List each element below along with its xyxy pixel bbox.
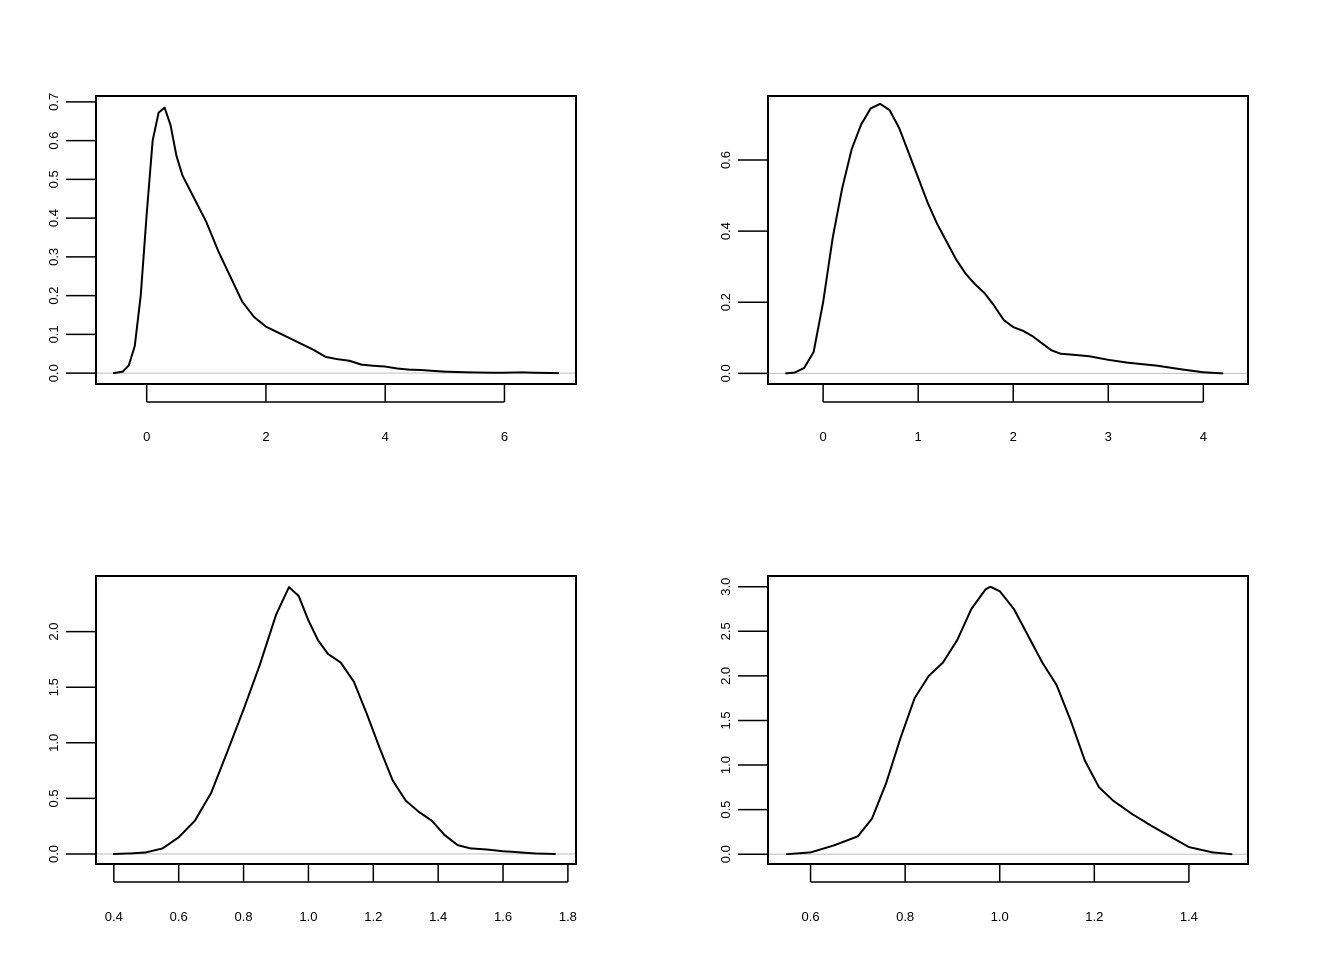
y-tick-label: 1.0 bbox=[718, 756, 733, 774]
y-tick-label: 0.2 bbox=[718, 293, 733, 311]
y-tick-label: 0.5 bbox=[718, 801, 733, 819]
y-tick-label: 0.0 bbox=[46, 845, 61, 863]
x-tick-label: 1.4 bbox=[429, 909, 447, 924]
y-tick-label: 2.0 bbox=[718, 667, 733, 685]
x-tick-label: 3 bbox=[1105, 429, 1112, 444]
density-curve bbox=[785, 102, 1224, 375]
x-tick-label: 0 bbox=[143, 429, 150, 444]
y-tick-label: 0.0 bbox=[718, 845, 733, 863]
x-tick-label: 0.8 bbox=[235, 909, 253, 924]
x-tick-label: 0.6 bbox=[170, 909, 188, 924]
x-tick-label: 0.8 bbox=[896, 909, 914, 924]
y-tick-label: 3.0 bbox=[718, 578, 733, 596]
y-tick-label: 2.5 bbox=[718, 622, 733, 640]
x-tick-label: 2 bbox=[262, 429, 269, 444]
density-panel-4: 0.6 0.8 1.0 1.2 1.4 0.0 0.5 1.0 1.5 2.0 2.5 3.0 bbox=[718, 575, 1249, 924]
x-tick-label: 1.6 bbox=[494, 909, 512, 924]
x-tick-label: 6 bbox=[501, 429, 508, 444]
density-curve bbox=[785, 585, 1233, 856]
x-tick-label: 2 bbox=[1010, 429, 1017, 444]
x-tick-label: 1.0 bbox=[991, 909, 1009, 924]
x-tick-label: 4 bbox=[382, 429, 389, 444]
x-tick-label: 1.0 bbox=[299, 909, 317, 924]
y-tick-label: 0.4 bbox=[46, 209, 61, 227]
y-tick-label: 0.6 bbox=[46, 132, 61, 150]
x-tick-label: 0.6 bbox=[802, 909, 820, 924]
x-tick-label: 0.4 bbox=[105, 909, 123, 924]
x-tick-label: 1.8 bbox=[559, 909, 577, 924]
x-tick-label: 1.2 bbox=[1085, 909, 1103, 924]
density-panel-1: 0 2 4 6 0.0 0.1 0.2 0.3 0.4 0.5 0.6 0.7 bbox=[46, 93, 577, 444]
y-tick-label: 0.5 bbox=[46, 170, 61, 188]
y-tick-label: 0.6 bbox=[718, 151, 733, 169]
density-curve bbox=[112, 106, 560, 375]
density-curve bbox=[112, 586, 556, 855]
x-tick-label: 1 bbox=[915, 429, 922, 444]
y-tick-label: 0.4 bbox=[718, 222, 733, 240]
y-tick-label: 0.2 bbox=[46, 287, 61, 305]
y-tick-label: 1.5 bbox=[46, 678, 61, 696]
x-tick-label: 1.2 bbox=[364, 909, 382, 924]
x-tick-label: 4 bbox=[1200, 429, 1207, 444]
y-tick-label: 0.0 bbox=[718, 364, 733, 382]
density-panel-2: 0 1 2 3 4 0.0 0.2 0.4 0.6 bbox=[718, 95, 1249, 444]
y-tick-label: 0.1 bbox=[46, 325, 61, 343]
x-tick-label: 1.4 bbox=[1180, 909, 1198, 924]
y-tick-label: 1.5 bbox=[718, 711, 733, 729]
density-panel-3: 0.4 0.6 0.8 1.0 1.2 1.4 1.6 1.8 0.0 0.5 1.0 1.5 2.0 bbox=[46, 575, 577, 924]
y-tick-label: 0.5 bbox=[46, 789, 61, 807]
y-tick-label: 2.0 bbox=[46, 623, 61, 641]
y-tick-label: 0.3 bbox=[46, 248, 61, 266]
y-tick-label: 1.0 bbox=[46, 734, 61, 752]
y-tick-label: 0.0 bbox=[46, 364, 61, 382]
x-tick-label: 0 bbox=[820, 429, 827, 444]
y-tick-label: 0.7 bbox=[46, 93, 61, 111]
